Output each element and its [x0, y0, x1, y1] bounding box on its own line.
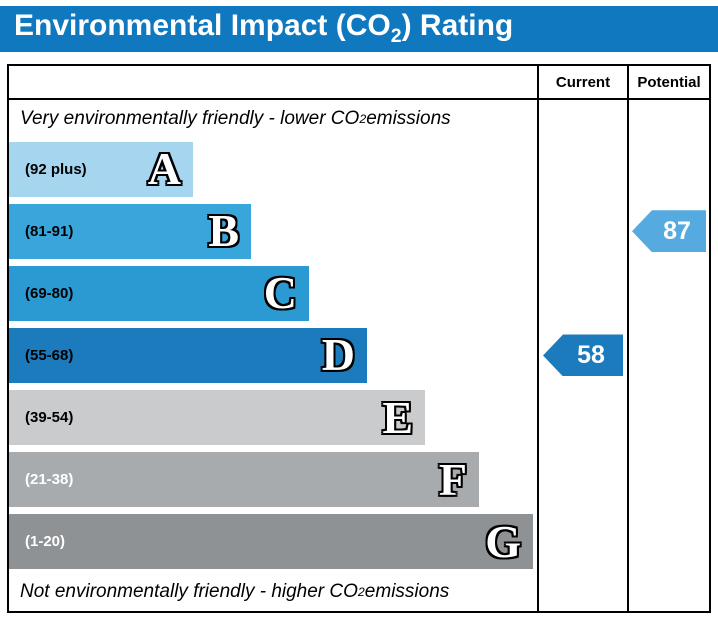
top-note: Very environmentally friendly - lower CO…	[9, 100, 537, 138]
band-row-b: (81-91) B 87	[9, 200, 709, 263]
current-column-cell: 58	[537, 324, 627, 387]
top-note-subscript: 2	[359, 112, 367, 126]
band-row-c: (69-80) C	[9, 262, 709, 325]
page-title-text-end: ) Rating	[401, 9, 514, 43]
current-column-cell	[537, 386, 627, 449]
band-d-range: (55-68)	[25, 346, 74, 364]
band-a: (92 plus) A	[9, 141, 193, 197]
band-b-letter: B	[208, 205, 239, 257]
band-d: (55-68) D	[9, 327, 367, 383]
bottom-note-subscript: 2	[357, 584, 365, 599]
title-banner: Environmental Impact (CO2) Rating	[0, 6, 718, 52]
current-column-cell	[537, 510, 627, 573]
potential-column-cell	[627, 386, 709, 449]
band-row-e: (39-54) E	[9, 386, 709, 449]
header-spacer	[9, 66, 537, 98]
potential-column-cell: 87	[627, 200, 709, 263]
chart-header-row: Current Potential	[9, 66, 709, 100]
potential-column-cell	[627, 448, 709, 511]
page-title-text: Environmental Impact (CO	[14, 9, 391, 43]
page-title-subscript: 2	[390, 25, 402, 48]
band-e: (39-54) E	[9, 390, 425, 446]
band-d-letter: D	[321, 329, 355, 381]
current-column-cell	[537, 448, 627, 511]
bottom-note-text-end: emissions	[364, 580, 450, 602]
bottom-note-text: Not environmentally friendly - higher CO	[20, 580, 358, 602]
band-a-range: (92 plus)	[25, 160, 87, 178]
page-title: Environmental Impact (CO2) Rating	[14, 11, 513, 47]
band-b: (81-91) B	[9, 203, 251, 259]
band-g-letter: G	[485, 515, 521, 567]
current-column-cell	[537, 200, 627, 263]
bottom-note: Not environmentally friendly - higher CO…	[9, 573, 537, 611]
current-column-cell	[537, 262, 627, 325]
potential-column-header: Potential	[627, 66, 709, 98]
band-row-f: (21-38) F	[9, 448, 709, 511]
potential-column-cell	[627, 572, 709, 611]
potential-column-cell	[627, 138, 709, 201]
environmental-impact-chart: Current Potential Very environmentally f…	[7, 64, 711, 613]
potential-column-cell	[627, 100, 709, 138]
potential-column-cell	[627, 262, 709, 325]
potential-rating-arrow: 87	[632, 210, 706, 253]
current-column-header: Current	[537, 66, 627, 98]
band-a-letter: A	[147, 143, 181, 195]
band-g-range: (1-20)	[25, 533, 66, 551]
band-row-g: (1-20) G	[9, 510, 709, 573]
top-note-row: Very environmentally friendly - lower CO…	[9, 100, 709, 138]
band-b-range: (81-91)	[25, 222, 74, 240]
band-c-letter: C	[263, 267, 297, 319]
current-column-cell	[537, 572, 627, 611]
band-c: (69-80) C	[9, 265, 309, 321]
current-column-cell	[537, 138, 627, 201]
band-row-a: (92 plus) A	[9, 138, 709, 201]
bottom-note-row: Not environmentally friendly - higher CO…	[9, 572, 709, 611]
band-e-range: (39-54)	[25, 409, 74, 427]
potential-column-cell	[627, 324, 709, 387]
potential-rating-value: 87	[663, 216, 691, 245]
current-column-cell	[537, 100, 627, 138]
top-note-text-end: emissions	[366, 108, 451, 129]
potential-column-cell	[627, 510, 709, 573]
top-note-text: Very environmentally friendly - lower CO	[20, 108, 360, 129]
band-g: (1-20) G	[9, 514, 533, 570]
band-f-range: (21-38)	[25, 471, 74, 489]
band-f: (21-38) F	[9, 452, 479, 508]
current-rating-arrow: 58	[543, 334, 623, 377]
band-f-letter: F	[438, 453, 467, 505]
current-rating-value: 58	[577, 340, 605, 369]
band-row-d: (55-68) D 58	[9, 324, 709, 387]
band-e-letter: E	[382, 391, 413, 443]
band-c-range: (69-80)	[25, 284, 74, 302]
